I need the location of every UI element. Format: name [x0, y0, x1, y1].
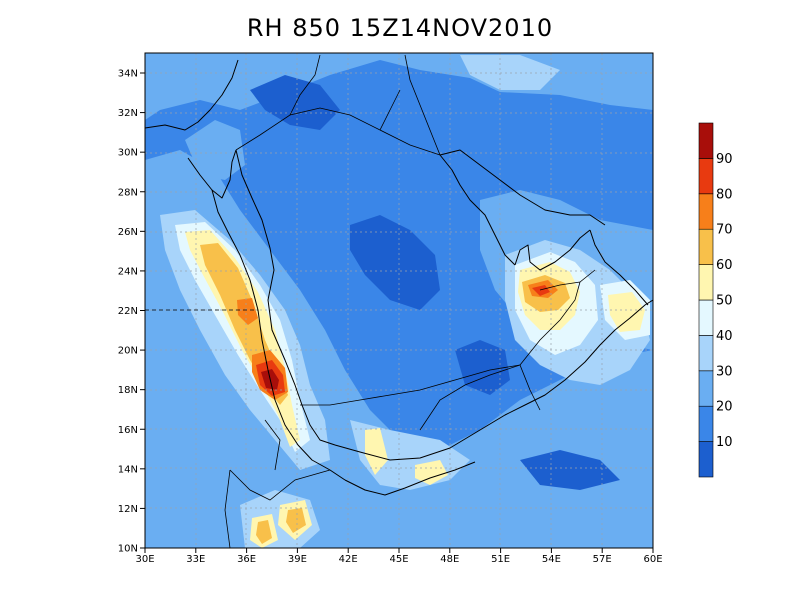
lat-tick-label: 32N: [118, 108, 138, 119]
colorbar-segment: [698, 228, 714, 265]
border-saudi-interior: [419, 364, 521, 431]
lon-tick-label: 57E: [593, 554, 612, 565]
lon-tick-label: 51E: [491, 554, 510, 565]
border-saudi-north: [235, 107, 441, 156]
colorbar-segment: [698, 335, 714, 372]
coast-sinai: [187, 149, 237, 199]
fill-band-60-horn: [365, 428, 388, 475]
colorbar-label: 50: [716, 294, 733, 309]
border-iraq-syria: [289, 54, 321, 116]
borders: [145, 54, 596, 548]
colorbar-label: 20: [716, 400, 733, 415]
lat-tick-label: 30N: [118, 148, 138, 159]
lat-tick-label: 12N: [118, 504, 138, 515]
fill-dry-interior: [350, 215, 440, 310]
lat-tick-label: 16N: [118, 425, 138, 436]
fill-band-60-oman: [608, 292, 645, 332]
fill-band-90-gulf: [532, 285, 550, 296]
colorbar-label: 70: [716, 223, 733, 238]
lat-tick-label: 14N: [118, 464, 138, 475]
lat-tick-label: 24N: [118, 266, 138, 277]
coast-somalia: [344, 461, 476, 496]
coast-levant: [145, 59, 239, 131]
lat-tick-label: 18N: [118, 385, 138, 396]
colorbar-segment: [698, 158, 714, 195]
fill-band-80-redsea-north: [237, 298, 258, 325]
lat-tick-label: 10N: [118, 544, 138, 555]
colorbar-label: 40: [716, 329, 733, 344]
colorbar-segment: [698, 264, 714, 301]
border-ethiopia: [229, 469, 331, 501]
border-yemen-oman: [519, 364, 541, 411]
colorbar-label: 90: [716, 152, 733, 167]
border-iran: [404, 54, 441, 156]
fill-band-70-ethiopia-2: [256, 520, 272, 544]
lat-tick-label: 34N: [118, 69, 138, 80]
coast-redsea-west: [211, 189, 346, 481]
coast-gulf-east: [439, 149, 606, 226]
border-saudi-yemen: [300, 364, 521, 406]
lat-tick-label: 28N: [118, 187, 138, 198]
border-uae: [539, 269, 596, 291]
lon-tick-label: 36E: [237, 554, 256, 565]
fill-band-40-north: [460, 55, 560, 90]
contour-fills: [145, 53, 653, 548]
coast-gulf-west: [439, 154, 516, 266]
fill-dry-iraq: [250, 75, 340, 130]
coast-gulf-qatar: [514, 229, 591, 271]
colorbar-segment: [698, 370, 714, 407]
colorbar-segment: [698, 122, 714, 159]
fill-dry-south: [455, 340, 510, 395]
colorbar-label: 60: [716, 258, 733, 273]
colorbar-segment: [698, 299, 714, 336]
lat-tick-label: 26N: [118, 227, 138, 238]
lon-tick-label: 60E: [643, 554, 662, 565]
border-ethiopia-south: [224, 469, 231, 548]
coast-redsea-east: [235, 149, 336, 446]
colorbar-segment: [698, 441, 714, 478]
lat-tick-label: 22N: [118, 306, 138, 317]
lon-tick-label: 30E: [135, 554, 154, 565]
lon-tick-label: 45E: [389, 554, 408, 565]
lon-tick-label: 54E: [542, 554, 561, 565]
lat-axis: 34N 32N 30N 28N 26N 24N 22N 20N 18N 16N 14N 12N 10N: [118, 69, 145, 555]
colorbar-label: 30: [716, 364, 733, 379]
colorbar-label: 80: [716, 187, 733, 202]
coast-oman: [589, 229, 649, 306]
border-saudi-uae: [519, 281, 581, 366]
border-iraq-iran: [379, 89, 401, 131]
border-sudan-eritrea: [264, 419, 281, 471]
lon-tick-label: 33E: [186, 554, 205, 565]
fill-band-30-levant: [185, 120, 245, 180]
colorbar: 10 20 30 40 50 60 70 80 90: [698, 122, 733, 478]
fill-band-30-west: [145, 150, 653, 548]
colorbar-segment: [698, 193, 714, 230]
fill-band-70-ethiopia: [286, 508, 306, 533]
lon-tick-label: 48E: [440, 554, 459, 565]
lon-tick-label: 42E: [339, 554, 358, 565]
map-title: RH 850 15Z14NOV2010: [246, 14, 554, 42]
colorbar-label: 10: [716, 435, 733, 450]
fill-dry-yemen-coast: [520, 450, 620, 490]
fill-band-60-somalia: [415, 460, 448, 485]
lon-axis: 30E 33E 36E 39E 42E 45E 48E 51E 54E 57E 60E: [135, 548, 663, 565]
colorbar-segment: [698, 405, 714, 442]
lon-tick-label: 39E: [288, 554, 307, 565]
lat-tick-label: 20N: [118, 346, 138, 357]
